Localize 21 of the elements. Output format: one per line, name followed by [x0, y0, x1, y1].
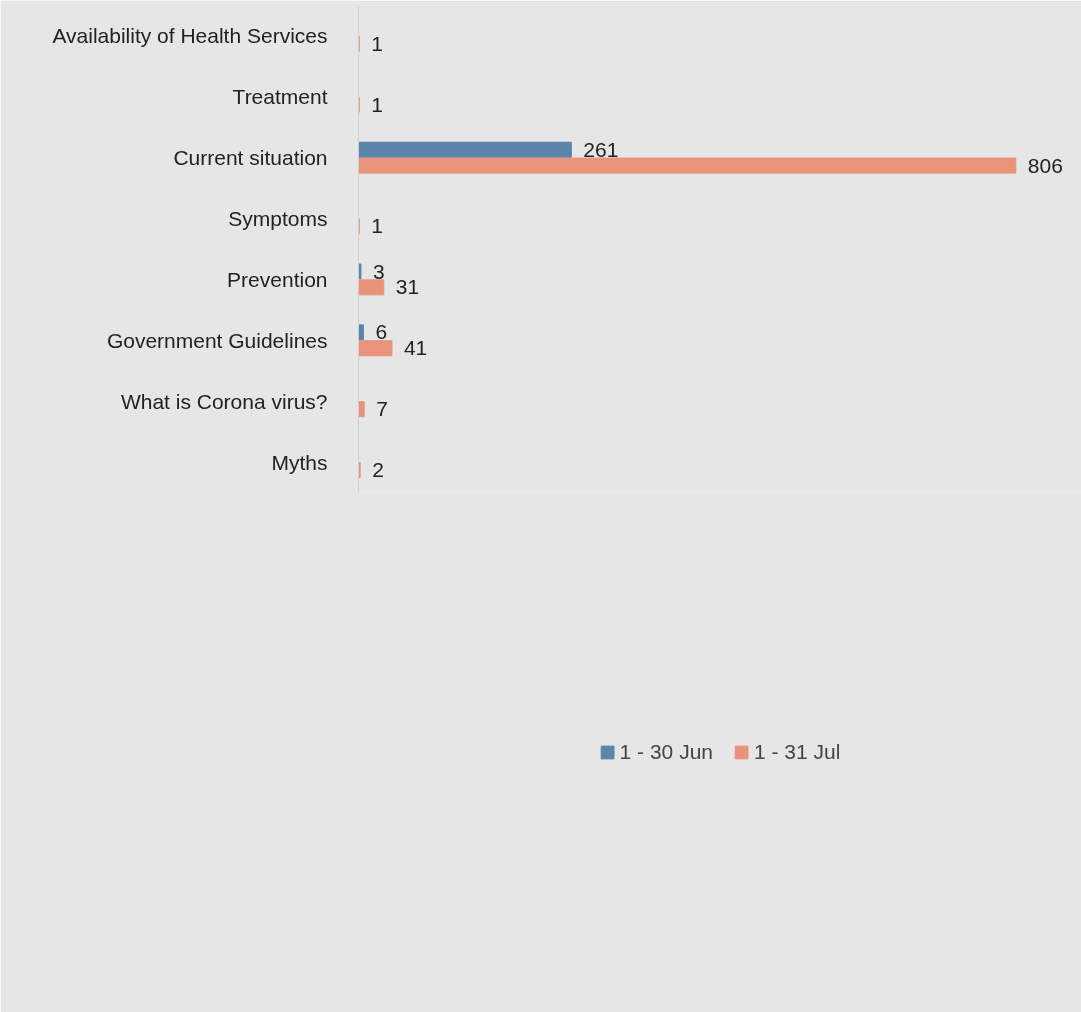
- y-tick-label: Government Guidelines: [106, 328, 328, 352]
- data-label: 1: [371, 31, 383, 55]
- y-tick-label: Prevention: [227, 267, 328, 291]
- y-tick-label: What is Corona virus?: [120, 389, 328, 413]
- data-label: 261: [583, 137, 619, 161]
- data-label: 806: [1027, 153, 1063, 177]
- data-label: 6: [375, 320, 388, 344]
- y-tick-label: Treatment: [232, 85, 328, 109]
- data-label: 3: [372, 259, 385, 283]
- y-tick-label: Myths: [271, 450, 328, 474]
- data-label: 1: [371, 214, 383, 238]
- data-label: 1: [371, 92, 383, 116]
- y-tick-label: Availability of Health Services: [52, 24, 328, 48]
- y-tick-label: Symptoms: [228, 207, 328, 231]
- data-label: 41: [403, 336, 428, 360]
- legend-label: 1 - 31 Jul: [754, 740, 841, 764]
- data-label: 7: [376, 397, 388, 421]
- data-label: 2: [372, 457, 384, 481]
- y-tick-label: Current situation: [173, 146, 328, 170]
- legend-label: 1 - 30 Jun: [619, 740, 714, 764]
- data-label: 31: [395, 275, 420, 299]
